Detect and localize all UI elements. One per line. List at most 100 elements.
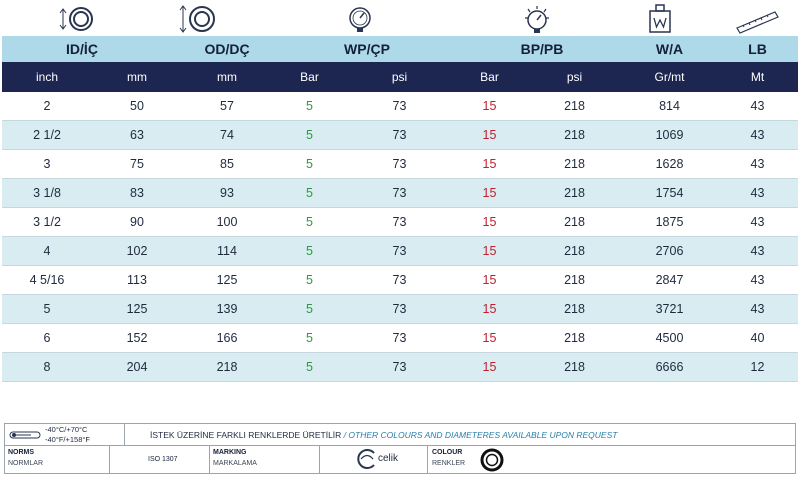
cell-id-mm: 102 (126, 244, 148, 258)
column-icons (0, 0, 800, 36)
cell-id-mm: 125 (126, 302, 148, 316)
table-row: 2 50 57 5 73 15 218 814 43 (2, 92, 798, 121)
cell-bp-psi: 218 (564, 186, 585, 200)
cell-weight: 1069 (655, 128, 684, 142)
cell-length: 43 (750, 157, 765, 171)
cell-od-mm: 114 (217, 244, 237, 258)
cell-wp-psi: 73 (392, 273, 407, 287)
burst-gauge-icon (522, 4, 552, 34)
header-bp: BP/PB (520, 41, 564, 57)
cell-bp-psi: 218 (564, 99, 585, 113)
cell-bp-bar: 15 (482, 186, 497, 200)
cell-bp-bar: 15 (482, 273, 497, 287)
cell-bp-bar: 15 (482, 157, 497, 171)
cell-weight: 3721 (655, 302, 684, 316)
cell-bp-bar: 15 (482, 128, 497, 142)
cell-od-mm: 57 (220, 99, 234, 113)
weight-icon (648, 4, 672, 34)
norms-cell: NORMS NORMLAR (5, 446, 110, 473)
colour-label-tr: RENKLER (432, 460, 466, 467)
cell-id-mm: 90 (130, 215, 144, 229)
cell-od-mm: 85 (220, 157, 234, 171)
unit-wp-psi: psi (391, 70, 408, 84)
cell-wp-bar: 5 (306, 273, 313, 287)
cell-wp-bar: 5 (306, 215, 313, 229)
black-ring-icon (480, 448, 504, 472)
marking-label-tr: MARKALAMA (213, 460, 257, 467)
cell-bp-psi: 218 (564, 244, 585, 258)
cell-od-mm: 100 (216, 215, 238, 229)
cell-bp-psi: 218 (564, 331, 585, 345)
cell-bp-psi: 218 (564, 302, 585, 316)
colour-label: COLOUR (432, 449, 463, 456)
temperature-fahrenheit: -40°F/+158°F (45, 435, 90, 444)
cell-bp-bar: 15 (482, 302, 497, 316)
table-row: 3 1/2 90 100 5 73 15 218 1875 43 (2, 208, 798, 237)
cell-id-mm: 63 (130, 128, 144, 142)
unit-od-mm: mm (217, 70, 237, 84)
cell-length: 43 (750, 128, 765, 142)
cell-weight: 4500 (655, 331, 684, 345)
cell-id-mm: 113 (127, 273, 147, 287)
temperature-celsius: -40°C/+70°C (45, 425, 88, 434)
cell-od-mm: 218 (216, 360, 238, 374)
cell-id-inch: 5 (43, 302, 51, 316)
cell-wp-bar: 5 (306, 244, 313, 258)
table-row: 4 5/16 113 125 5 73 15 218 2847 43 (2, 266, 798, 295)
cell-id-inch: 3 1/2 (33, 215, 61, 229)
unit-wp-bar: Bar (300, 70, 319, 84)
cell-weight: 2706 (655, 244, 684, 258)
cell-wp-bar: 5 (306, 331, 313, 345)
cell-od-mm: 74 (220, 128, 234, 142)
cell-length: 43 (750, 273, 765, 287)
norm-value: ISO 1307 (148, 456, 178, 463)
header-lb: LB (748, 41, 767, 57)
cell-wp-psi: 73 (392, 186, 407, 200)
table-row: 2 1/2 63 74 5 73 15 218 1069 43 (2, 121, 798, 150)
header-wa: W/A (655, 41, 684, 57)
cell-wp-psi: 73 (392, 244, 407, 258)
length-ruler-icon (734, 4, 780, 34)
cell-bp-bar: 15 (482, 215, 497, 229)
cell-id-mm: 83 (130, 186, 144, 200)
cell-id-inch: 2 1/2 (33, 128, 61, 142)
header-od: OD/DÇ (204, 41, 250, 57)
cell-wp-bar: 5 (306, 157, 313, 171)
footer-bottom-row: NORMS NORMLAR ISO 1307 MARKING MARKALAMA… (5, 446, 795, 473)
cell-wp-psi: 73 (392, 157, 407, 171)
cell-wp-psi: 73 (392, 215, 407, 229)
cell-id-mm: 75 (130, 157, 144, 171)
cell-length: 12 (750, 360, 765, 374)
colour-note-english: OTHER COLOURS AND DIAMETERES AVAILABLE U… (348, 430, 618, 440)
temperature-range: -40°C/+70°C -40°F/+158°F (5, 424, 125, 446)
cell-wp-psi: 73 (392, 99, 407, 113)
product-footer: -40°C/+70°C -40°F/+158°F İSTEK ÜZERİNE F… (4, 423, 796, 474)
cell-wp-bar: 5 (306, 186, 313, 200)
cell-bp-psi: 218 (564, 215, 585, 229)
cell-id-inch: 6 (43, 331, 51, 345)
cell-id-inch: 3 (43, 157, 51, 171)
unit-length: Mt (750, 70, 765, 84)
column-header-row: ID/İÇ OD/DÇ WP/ÇP BP/PB W/A LB (2, 36, 798, 62)
cell-wp-bar: 5 (306, 128, 313, 142)
cell-od-mm: 93 (220, 186, 234, 200)
cell-id-inch: 4 5/16 (29, 273, 65, 287)
cell-od-mm: 139 (216, 302, 238, 316)
cell-id-inch: 8 (43, 360, 51, 374)
cell-id-inch: 2 (43, 99, 51, 113)
cell-bp-bar: 15 (482, 244, 497, 258)
cell-length: 43 (750, 302, 765, 316)
colour-note: İSTEK ÜZERİNE FARKLI RENKLERDE ÜRETİLİR … (150, 424, 617, 446)
cell-wp-psi: 73 (392, 128, 407, 142)
norm-value-cell: ISO 1307 (110, 446, 210, 473)
table-row: 3 1/8 83 93 5 73 15 218 1754 43 (2, 179, 798, 208)
cell-wp-bar: 5 (306, 360, 313, 374)
marking-cell: MARKING MARKALAMA (210, 446, 320, 473)
cell-id-inch: 4 (43, 244, 51, 258)
cell-weight: 2847 (655, 273, 684, 287)
cell-bp-bar: 15 (482, 360, 497, 374)
colour-note-turkish: İSTEK ÜZERİNE FARKLI RENKLERDE ÜRETİLİR (150, 430, 342, 440)
table-row: 5 125 139 5 73 15 218 3721 43 (2, 295, 798, 324)
cell-bp-psi: 218 (564, 157, 585, 171)
unit-bp-bar: Bar (480, 70, 499, 84)
